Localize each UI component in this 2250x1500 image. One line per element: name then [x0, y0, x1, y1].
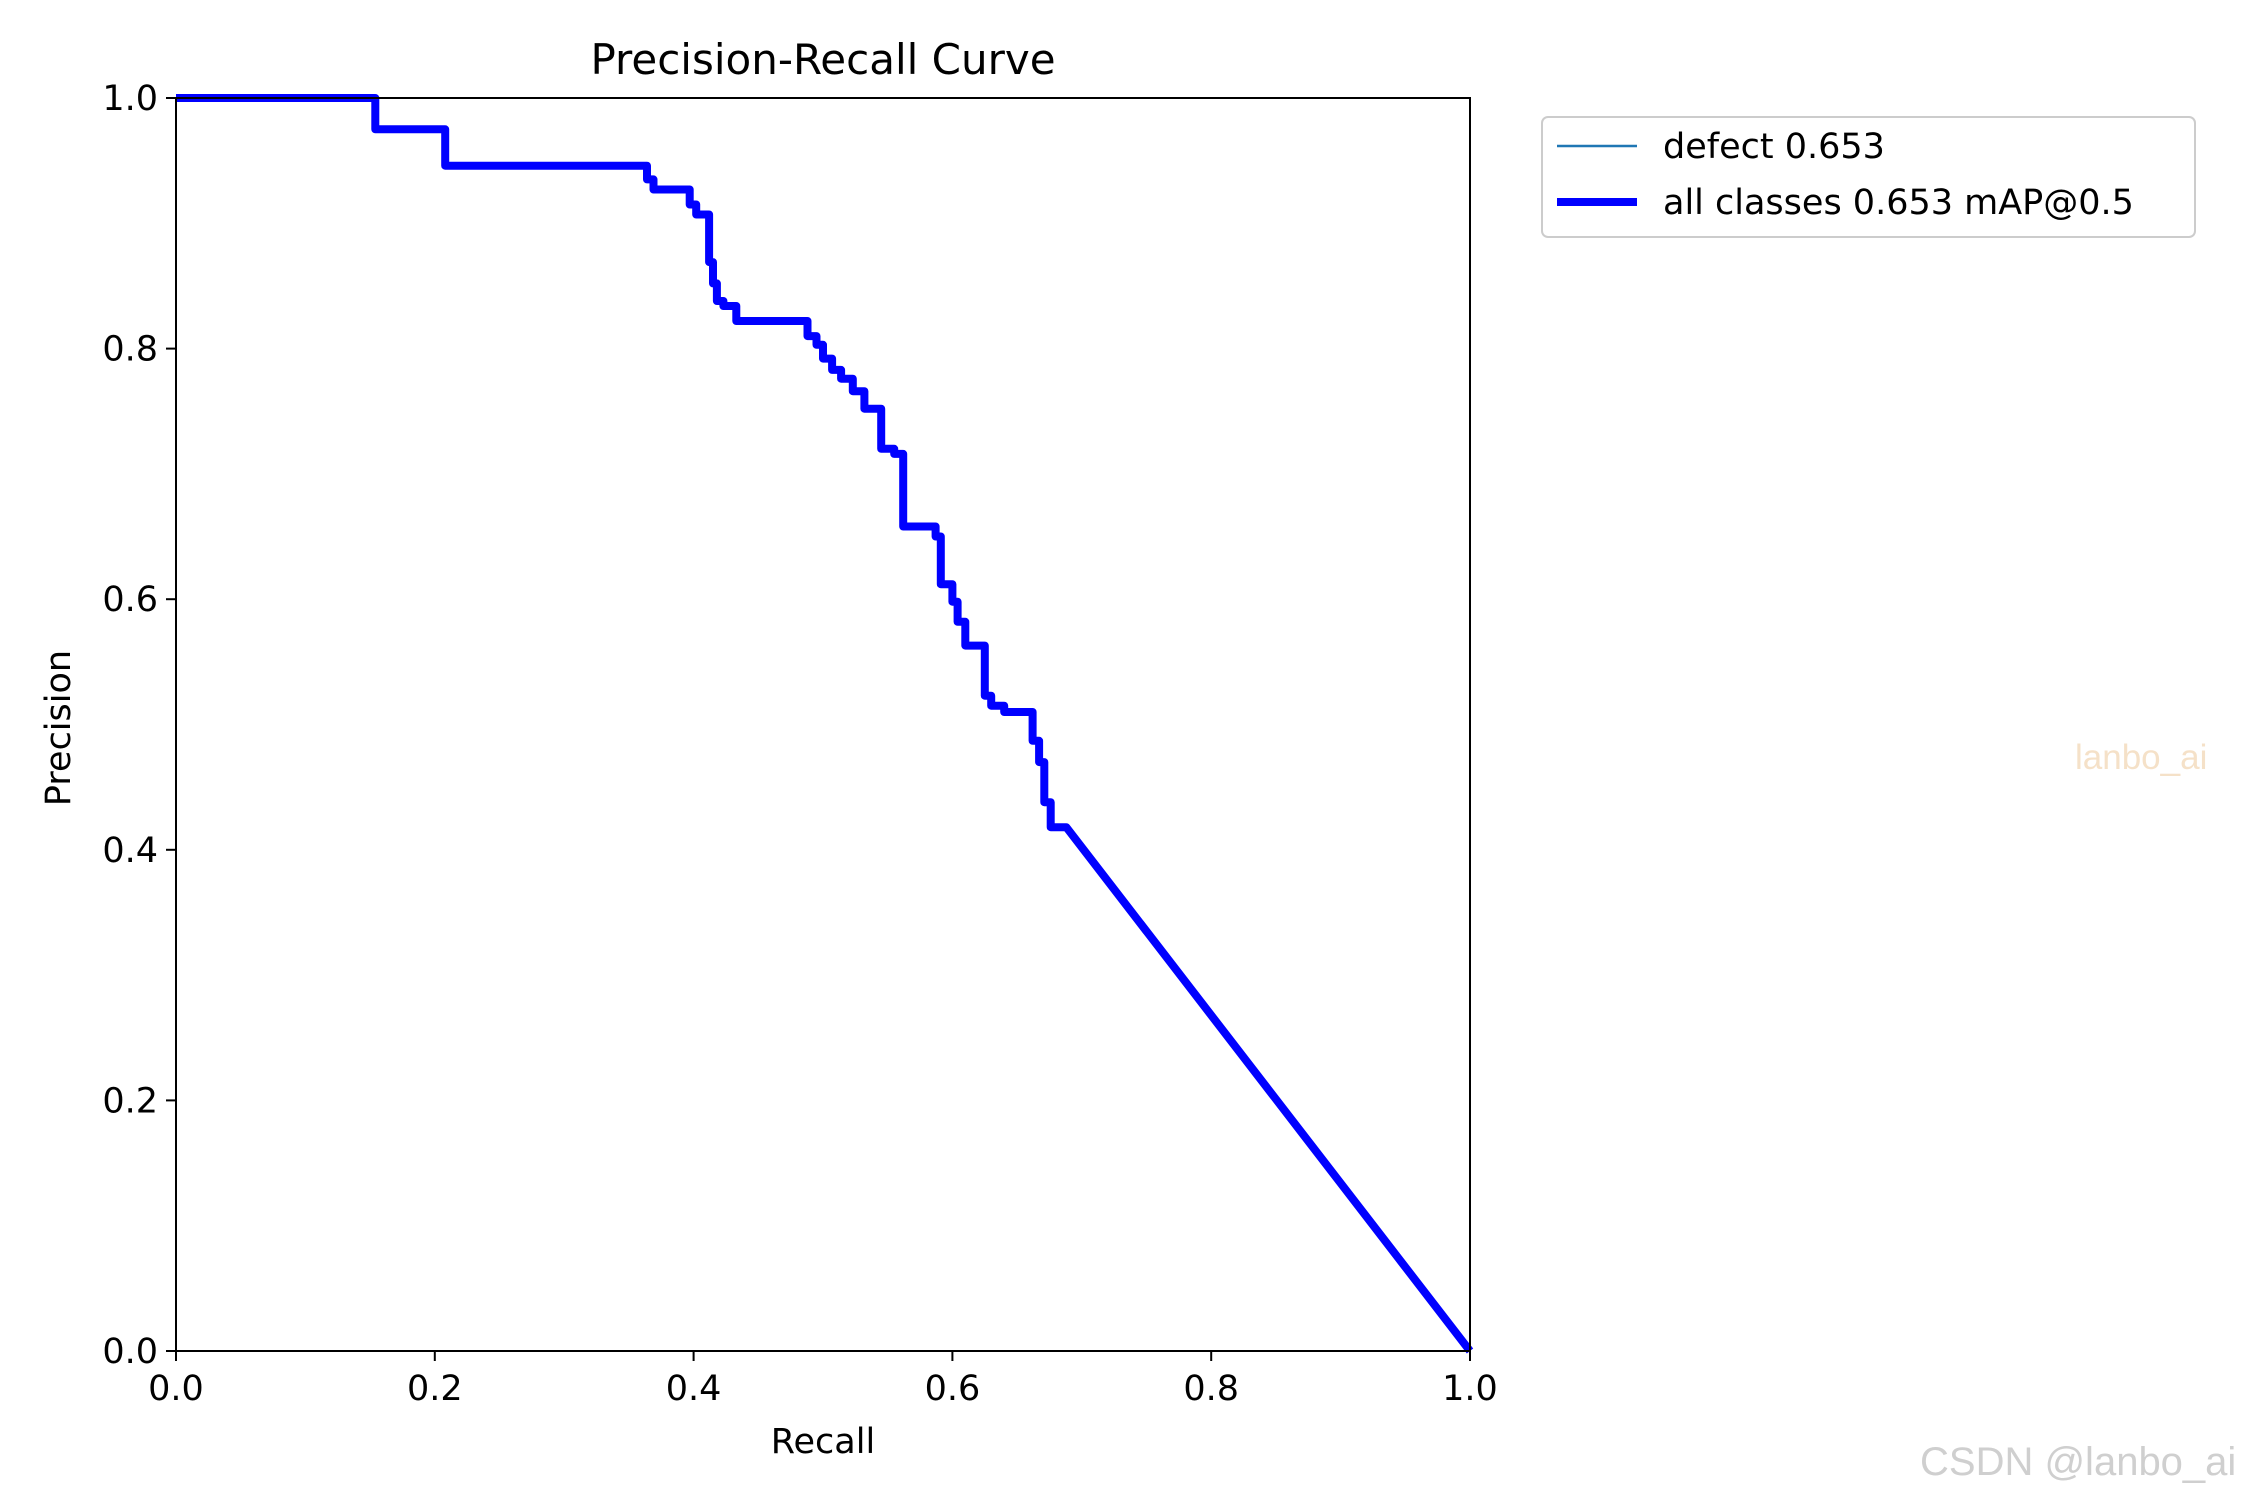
series-line-1	[176, 94, 1474, 1354]
watermark-corner: CSDN @lanbo_ai	[1920, 1440, 2237, 1484]
axis-ticks: 0.0 0.2 0.4 0.6 0.8 1.0 0.0 0.2 0.4 0.6 0.8 1.0	[102, 79, 1498, 1409]
y-tick-label: 0.6	[102, 580, 158, 620]
x-tick-label: 0.6	[925, 1369, 981, 1409]
y-tick-label: 0.4	[102, 831, 158, 871]
x-axis-label: Recall	[771, 1422, 875, 1462]
x-tick-label: 0.8	[1183, 1369, 1239, 1409]
legend: defect 0.653 all classes 0.653 mAP@0.5	[1541, 116, 2196, 238]
x-tick-label: 1.0	[1442, 1369, 1498, 1409]
legend-box	[1541, 116, 2196, 238]
legend-label-all-classes: all classes 0.653 mAP@0.5	[1663, 183, 2134, 223]
y-axis-label: Precision	[39, 650, 79, 806]
y-tick-label: 0.8	[102, 330, 158, 370]
plot-frame	[175, 97, 1471, 1352]
y-tick-label: 1.0	[102, 79, 158, 119]
y-tick-label: 0.2	[102, 1081, 158, 1121]
x-tick-label: 0.4	[666, 1369, 722, 1409]
x-tick-label: 0.0	[148, 1369, 204, 1409]
y-tick-label: 0.0	[102, 1332, 158, 1372]
chart-title: Precision-Recall Curve	[590, 35, 1055, 84]
legend-label-defect: defect 0.653	[1663, 127, 1885, 167]
watermark-center: lanbo_ai	[2075, 738, 2208, 777]
plot-curves	[176, 94, 1474, 1354]
x-tick-label: 0.2	[407, 1369, 463, 1409]
